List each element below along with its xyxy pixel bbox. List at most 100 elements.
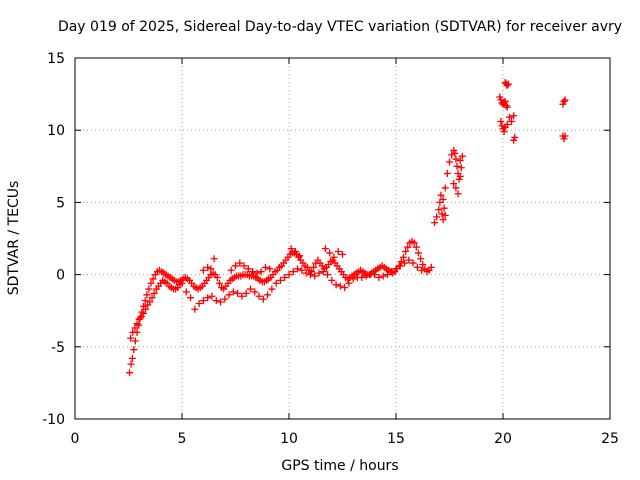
data-point: [433, 213, 441, 221]
data-point: [148, 294, 156, 302]
data-point: [204, 294, 212, 302]
data-point: [213, 273, 221, 281]
data-point: [199, 266, 207, 274]
series-lower-trace: [127, 256, 426, 342]
data-point: [401, 259, 409, 267]
y-tick-label: -10: [42, 412, 65, 428]
data-point: [500, 128, 508, 136]
data-point: [204, 263, 212, 271]
data-point: [417, 255, 425, 263]
data-point: [217, 298, 225, 306]
data-point: [501, 97, 509, 105]
data-point: [141, 297, 149, 305]
data-point: [362, 272, 370, 280]
data-point: [502, 102, 510, 110]
plot-frame: [74, 57, 611, 420]
data-point: [503, 81, 511, 89]
data-point: [208, 292, 216, 300]
data-point: [345, 279, 353, 287]
data-point: [437, 191, 445, 199]
data-point: [321, 245, 329, 253]
data-point: [503, 120, 511, 128]
data-point: [246, 285, 254, 293]
data-point: [127, 334, 135, 342]
data-point: [427, 263, 435, 271]
data-point: [129, 328, 137, 336]
data-points: [126, 79, 569, 377]
data-point: [240, 262, 248, 270]
data-point: [251, 288, 259, 296]
data-point: [236, 259, 244, 267]
data-point: [212, 297, 220, 305]
data-point: [409, 259, 417, 267]
data-point: [441, 184, 449, 192]
series-high-clusters: [496, 79, 569, 144]
data-point: [133, 320, 141, 328]
data-point: [225, 291, 233, 299]
data-point: [451, 149, 459, 157]
data-point: [503, 103, 511, 111]
series-late-rise: [431, 146, 466, 227]
data-point: [289, 268, 297, 276]
data-point: [560, 97, 568, 105]
data-point: [349, 275, 357, 283]
y-tick-label: 15: [47, 51, 65, 67]
y-tick-label: 5: [56, 195, 65, 211]
data-point: [328, 276, 336, 284]
data-point: [358, 273, 366, 281]
data-point: [397, 258, 405, 266]
data-point: [311, 272, 319, 280]
data-point: [392, 265, 400, 273]
data-point: [244, 265, 252, 273]
data-point: [511, 133, 519, 141]
data-point: [508, 118, 516, 126]
data-point: [505, 113, 513, 121]
data-point: [130, 346, 138, 354]
axis-ticks: [74, 57, 611, 420]
data-point: [405, 256, 413, 264]
data-point: [330, 253, 338, 261]
data-point: [249, 268, 257, 276]
x-tick-labels: 0 5 10 15 20 25: [71, 431, 619, 447]
data-point: [131, 324, 139, 332]
data-point: [414, 249, 422, 257]
data-point: [296, 252, 304, 260]
x-tick-label: 0: [71, 431, 80, 447]
data-point: [127, 360, 135, 368]
x-axis-label: GPS time / hours: [281, 458, 398, 474]
data-point: [504, 80, 512, 88]
data-point: [146, 298, 154, 306]
data-point: [143, 291, 151, 299]
data-point: [255, 292, 263, 300]
data-point: [232, 262, 239, 270]
data-point: [272, 279, 280, 287]
data-point: [302, 269, 310, 277]
data-point: [457, 164, 465, 172]
data-point: [142, 305, 150, 313]
data-point: [319, 268, 327, 276]
data-point: [306, 271, 314, 279]
data-point: [229, 288, 237, 296]
data-point: [561, 132, 569, 140]
data-point: [388, 268, 396, 276]
data-point: [379, 272, 387, 280]
data-point: [182, 288, 190, 296]
data-point: [281, 273, 289, 281]
data-point: [497, 118, 505, 126]
data-point: [439, 196, 447, 204]
data-point: [178, 279, 186, 287]
data-point: [431, 219, 439, 227]
data-point: [195, 299, 203, 307]
data-point: [456, 157, 464, 165]
data-point: [310, 263, 318, 271]
data-point: [259, 295, 267, 303]
data-point: [147, 279, 155, 287]
data-point: [199, 297, 207, 305]
data-point: [371, 271, 379, 279]
data-point: [191, 305, 199, 313]
data-point: [412, 243, 420, 251]
data-point: [441, 211, 449, 219]
data-point: [149, 275, 157, 283]
data-point: [375, 273, 383, 281]
